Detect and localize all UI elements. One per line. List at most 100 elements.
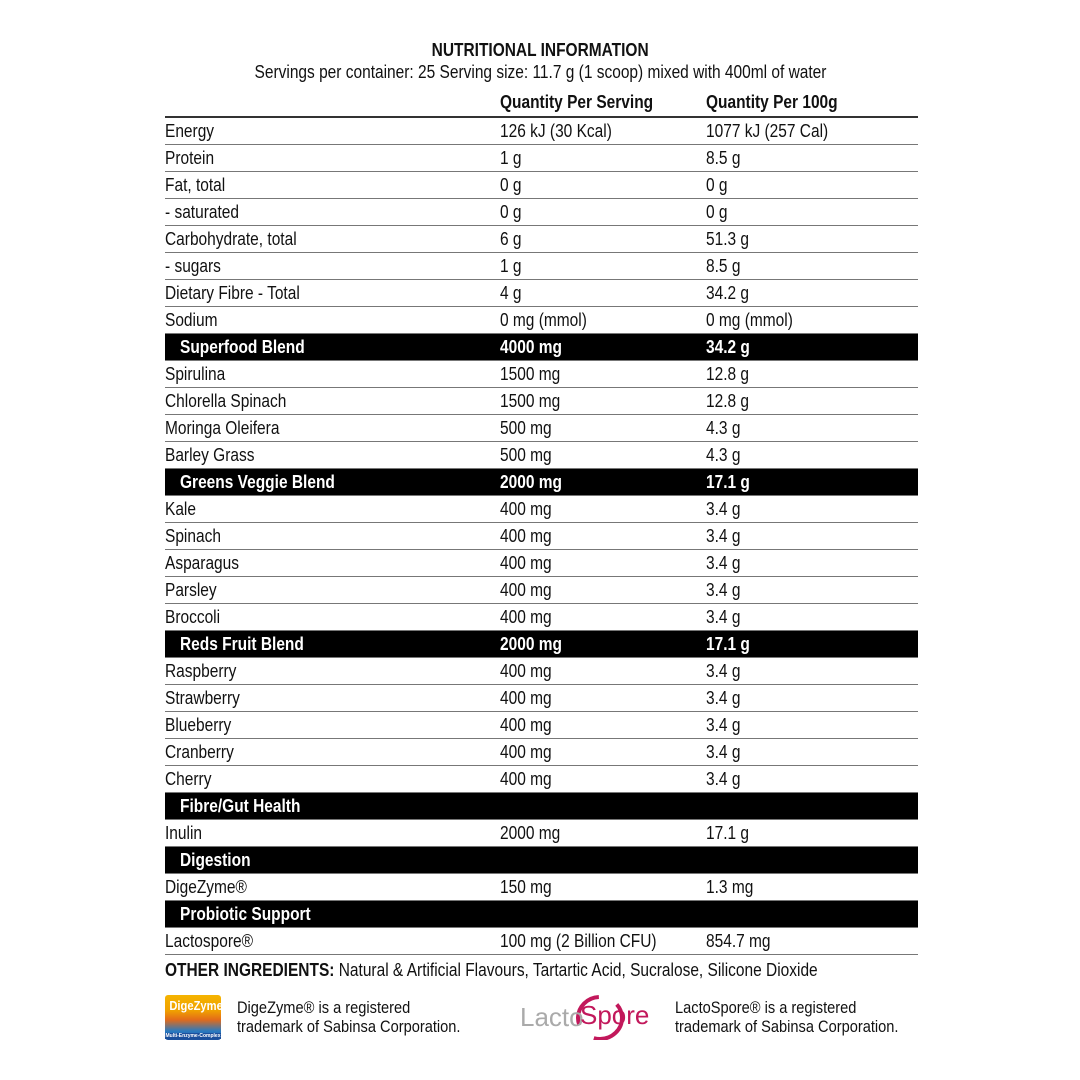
table-row: Chlorella Spinach 1500 mg 12.8 g xyxy=(165,388,918,415)
nutrient-name: Chlorella Spinach xyxy=(165,391,287,411)
per-100g-value: 3.4 g xyxy=(706,715,741,735)
table-row: Asparagus 400 mg 3.4 g xyxy=(165,550,918,577)
per-serving-value: 400 mg xyxy=(500,661,552,681)
per-100g-value: 34.2 g xyxy=(706,283,750,303)
nutrient-name: Protein xyxy=(165,148,215,168)
per-serving-value: 400 mg xyxy=(500,688,552,708)
nutrient-name: Strawberry xyxy=(165,688,240,708)
per-100g-value: 12.8 g xyxy=(706,364,750,384)
per-100g-value: 0 g xyxy=(706,202,728,222)
table-row: Protein 1 g 8.5 g xyxy=(165,145,918,172)
per-serving-value: 0 g xyxy=(500,202,522,222)
table-row: Cranberry 400 mg 3.4 g xyxy=(165,739,918,766)
per-100g-value: 3.4 g xyxy=(706,607,741,627)
nutrient-name: Inulin xyxy=(165,823,203,843)
section-header-row: Probiotic Support xyxy=(165,901,918,928)
digezyme-logo: DigeZyme Multi-Enzyme-Complex xyxy=(165,995,223,1040)
digezyme-trademark: DigeZyme® is a registered trademark of Sa… xyxy=(237,998,461,1036)
per-100g-value: 8.5 g xyxy=(706,148,741,168)
per-serving-value: 400 mg xyxy=(500,769,552,789)
per-100g-value: 51.3 g xyxy=(706,229,750,249)
per-serving-value: 126 kJ (30 Kcal) xyxy=(500,121,612,141)
per-serving-value: 400 mg xyxy=(500,580,552,600)
per-100g-value: 3.4 g xyxy=(706,661,741,681)
section-header-row: Greens Veggie Blend 2000 mg 17.1 g xyxy=(165,469,918,496)
nutrient-name: Dietary Fibre - Total xyxy=(165,283,300,303)
lactospore-trademark: LactoSpore® is a registered trademark of … xyxy=(675,998,899,1036)
lactospore-logo: Lacto Spore xyxy=(520,992,649,1040)
per-100g-value: 4.3 g xyxy=(706,445,741,465)
per-serving-value: 400 mg xyxy=(500,607,552,627)
nutrient-name: Moringa Oleifera xyxy=(165,418,280,438)
nutrient-name: - sugars xyxy=(165,256,221,276)
table-row: Sodium 0 mg (mmol) 0 mg (mmol) xyxy=(165,307,918,334)
table-row: - sugars 1 g 8.5 g xyxy=(165,253,918,280)
table-row: Dietary Fibre - Total 4 g 34.2 g xyxy=(165,280,918,307)
table-row: Strawberry 400 mg 3.4 g xyxy=(165,685,918,712)
per-serving-value: 2000 mg xyxy=(500,472,562,492)
per-100g-value: 17.1 g xyxy=(706,634,750,654)
per-serving-value: 1500 mg xyxy=(500,364,561,384)
header-per-100g: Quantity Per 100g xyxy=(706,92,838,112)
section-header-row: Digestion xyxy=(165,847,918,874)
nutrition-table: Energy 126 kJ (30 Kcal) 1077 kJ (257 Cal) P… xyxy=(165,116,918,955)
per-100g-value: 0 g xyxy=(706,175,728,195)
per-serving-value: 0 mg (mmol) xyxy=(500,310,587,330)
table-row: Broccoli 400 mg 3.4 g xyxy=(165,604,918,631)
per-100g-value: 17.1 g xyxy=(706,472,750,492)
per-100g-value: 12.8 g xyxy=(706,391,750,411)
nutrient-name: Spirulina xyxy=(165,364,226,384)
nutrient-name: Asparagus xyxy=(165,553,240,573)
serving-info: Servings per container: 25 Serving size:… xyxy=(0,62,1080,83)
nutrient-name: Greens Veggie Blend xyxy=(180,472,335,492)
per-serving-value: 400 mg xyxy=(500,499,552,519)
table-row: Spinach 400 mg 3.4 g xyxy=(165,523,918,550)
table-row: DigeZyme® 150 mg 1.3 mg xyxy=(165,874,918,901)
section-header-row: Reds Fruit Blend 2000 mg 17.1 g xyxy=(165,631,918,658)
nutrient-name: Carbohydrate, total xyxy=(165,229,297,249)
table-row: Inulin 2000 mg 17.1 g xyxy=(165,820,918,847)
other-label: OTHER INGREDIENTS: xyxy=(165,960,335,980)
nutrient-name: Digestion xyxy=(180,850,251,870)
table-row: Barley Grass 500 mg 4.3 g xyxy=(165,442,918,469)
column-headers: Quantity Per Serving Quantity Per 100g xyxy=(165,90,918,116)
table-row: Cherry 400 mg 3.4 g xyxy=(165,766,918,793)
nutrient-name: Fat, total xyxy=(165,175,226,195)
trademark-section: DigeZyme Multi-Enzyme-Complex DigeZyme® i… xyxy=(165,990,925,1040)
per-100g-value: 3.4 g xyxy=(706,580,741,600)
serving-text: Servings per container: 25 Serving size:… xyxy=(254,62,826,82)
table-row: Carbohydrate, total 6 g 51.3 g xyxy=(165,226,918,253)
other-ingredients: OTHER INGREDIENTS: Natural & Artificial … xyxy=(165,960,924,981)
per-100g-value: 854.7 mg xyxy=(706,931,771,951)
per-serving-value: 2000 mg xyxy=(500,634,562,654)
section-header-row: Superfood Blend 4000 mg 34.2 g xyxy=(165,334,918,361)
per-serving-value: 4 g xyxy=(500,283,522,303)
nutrient-name: Lactospore® xyxy=(165,931,254,951)
nutrient-name: Blueberry xyxy=(165,715,232,735)
per-serving-value: 6 g xyxy=(500,229,522,249)
section-header-row: Fibre/Gut Health xyxy=(165,793,918,820)
nutrient-name: Superfood Blend xyxy=(180,337,305,357)
per-100g-value: 3.4 g xyxy=(706,553,741,573)
table-row: Energy 126 kJ (30 Kcal) 1077 kJ (257 Cal) xyxy=(165,118,918,145)
per-100g-value: 0 mg (mmol) xyxy=(706,310,793,330)
title-text: NUTRITIONAL INFORMATION xyxy=(431,40,649,60)
per-100g-value: 4.3 g xyxy=(706,418,741,438)
nutrient-name: Raspberry xyxy=(165,661,237,681)
per-serving-value: 1500 mg xyxy=(500,391,561,411)
nutrient-name: Cherry xyxy=(165,769,212,789)
per-100g-value: 1077 kJ (257 Cal) xyxy=(706,121,829,141)
table-row: Fat, total 0 g 0 g xyxy=(165,172,918,199)
per-100g-value: 3.4 g xyxy=(706,499,741,519)
nutrient-name: Energy xyxy=(165,121,215,141)
nutrient-name: Barley Grass xyxy=(165,445,255,465)
per-serving-value: 1 g xyxy=(500,256,522,276)
nutrient-name: Kale xyxy=(165,499,196,519)
nutrient-name: Reds Fruit Blend xyxy=(180,634,304,654)
nutrient-name: Spinach xyxy=(165,526,221,546)
per-100g-value: 3.4 g xyxy=(706,769,741,789)
nutrient-name: Fibre/Gut Health xyxy=(180,796,301,816)
per-serving-value: 100 mg (2 Billion CFU) xyxy=(500,931,657,951)
per-serving-value: 400 mg xyxy=(500,742,552,762)
